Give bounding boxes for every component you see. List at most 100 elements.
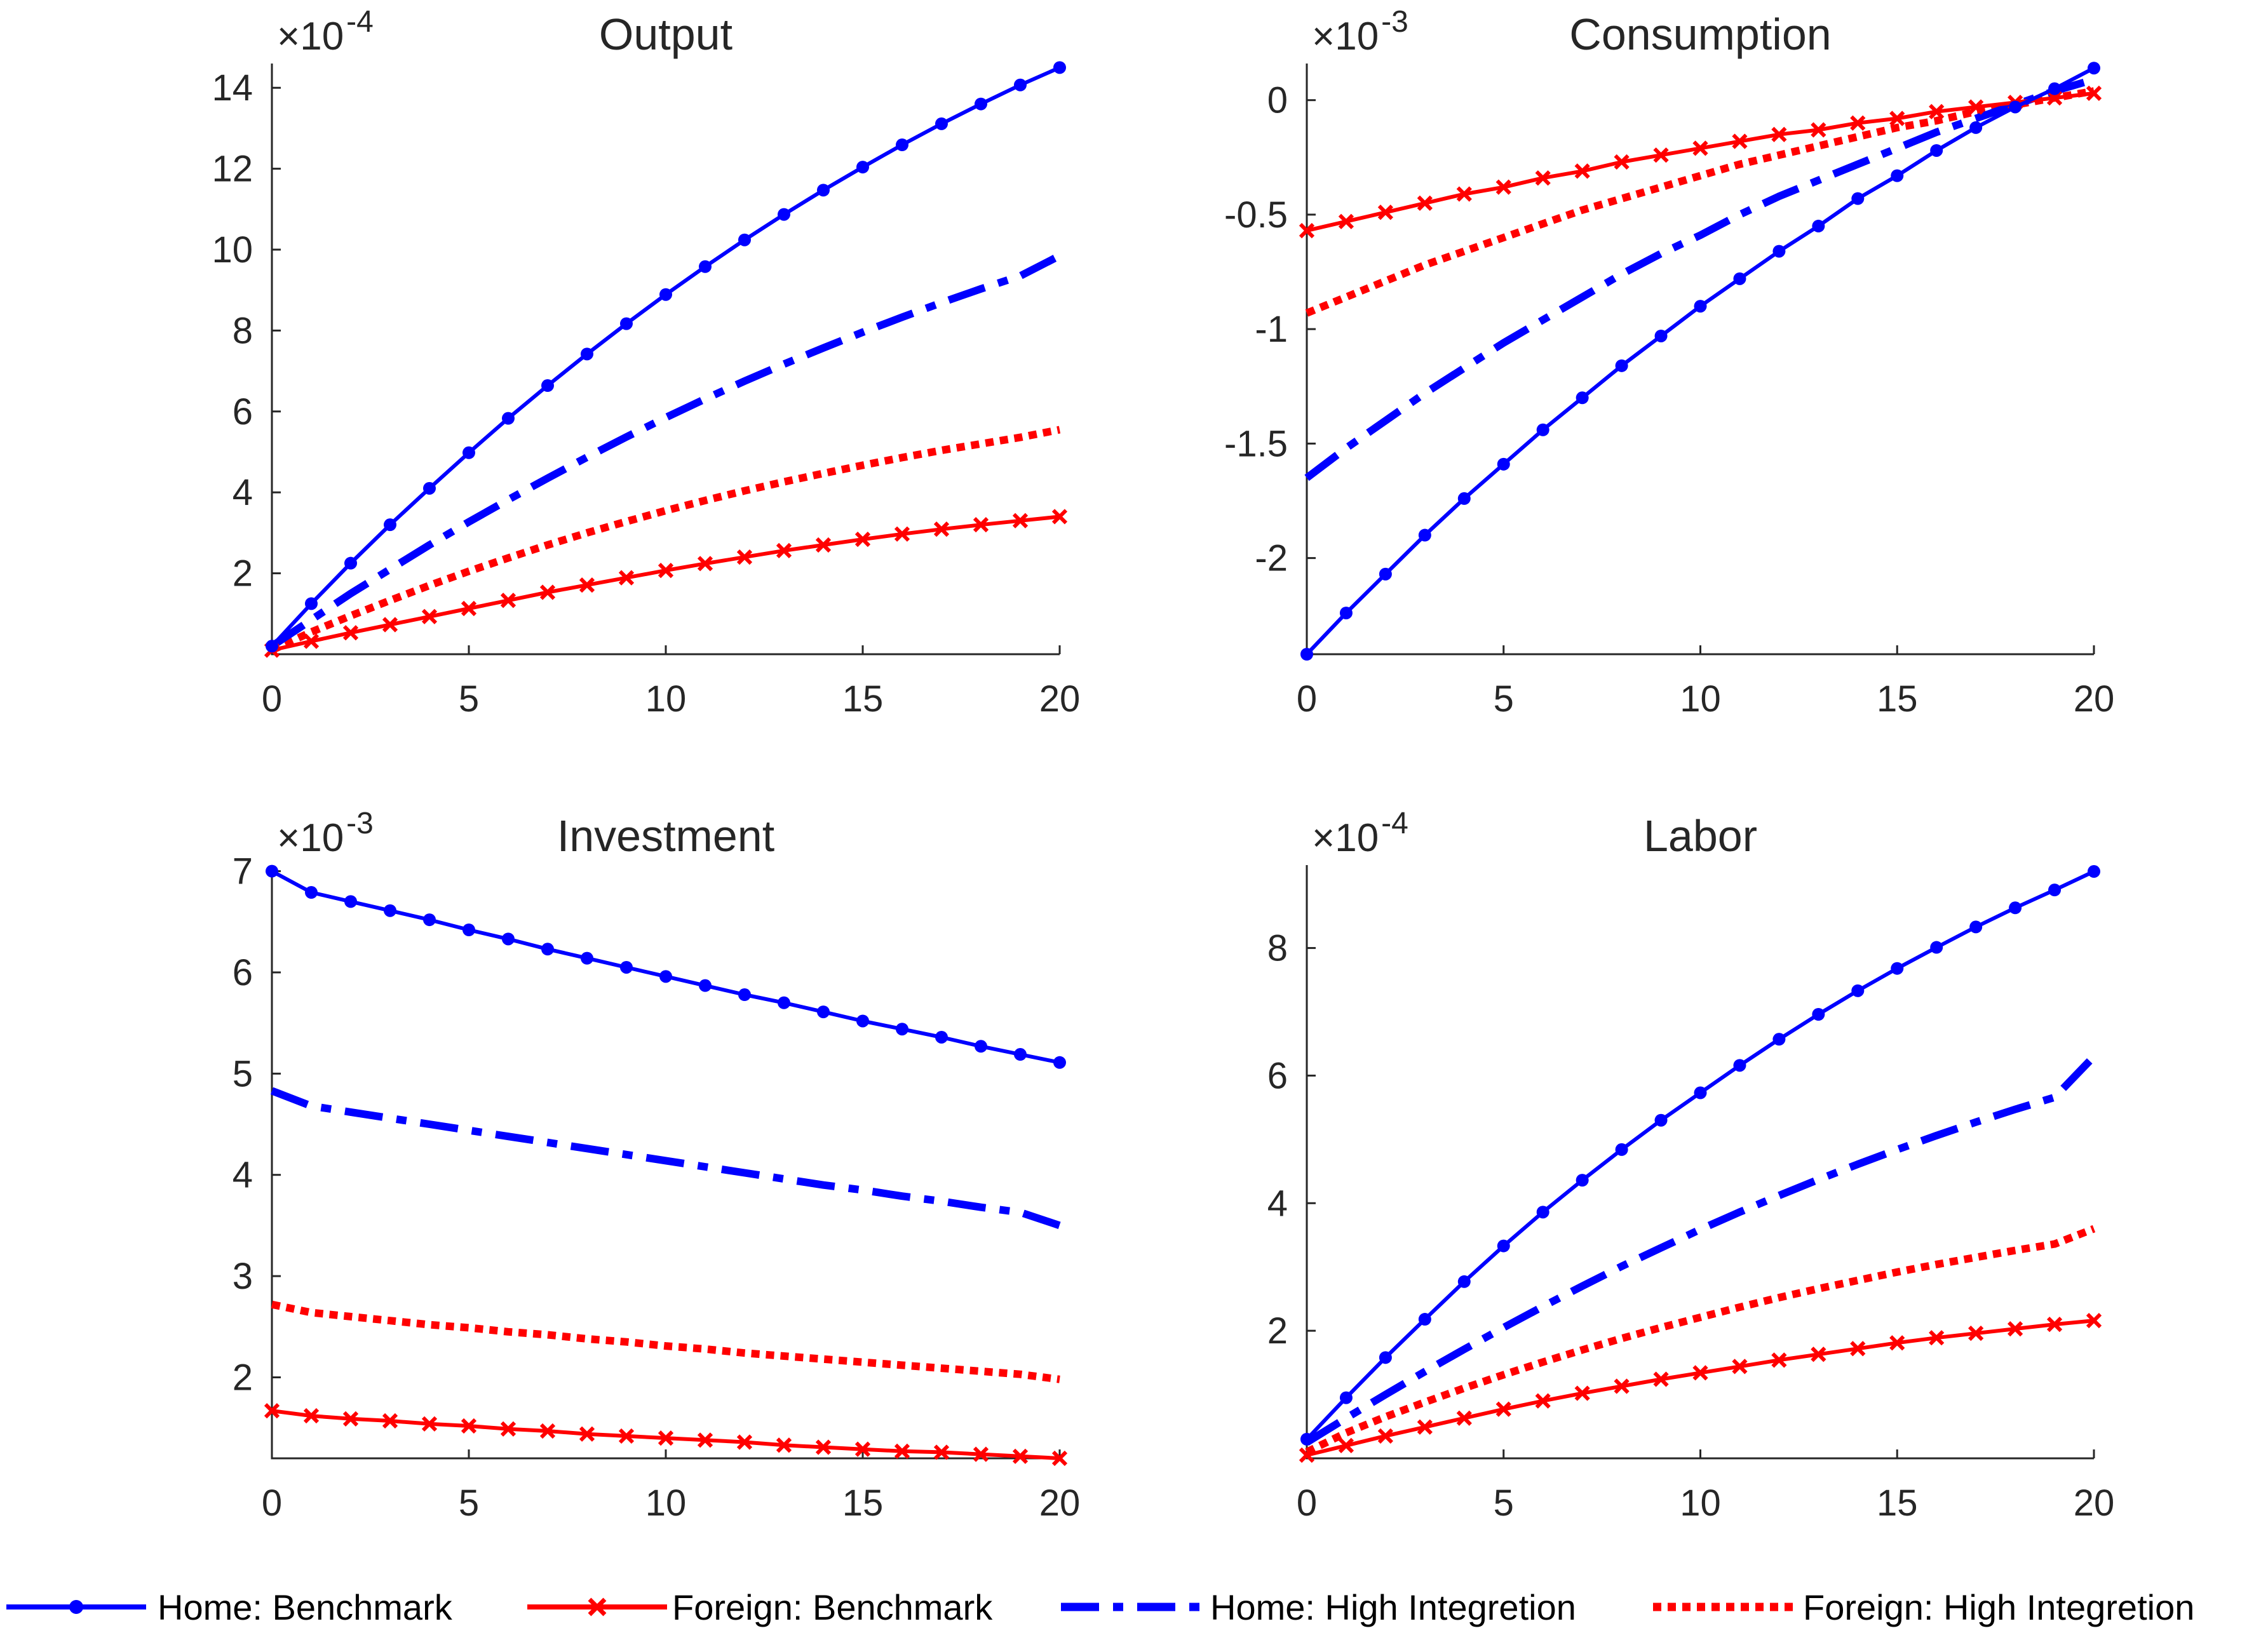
data-point	[2088, 62, 2100, 75]
series-line	[1305, 870, 2095, 1441]
y-tick-label: 6	[1267, 1055, 1288, 1096]
series-foreign-benchmark	[264, 509, 1068, 658]
data-point	[264, 1402, 280, 1419]
data-point	[1576, 391, 1589, 405]
data-point	[342, 625, 359, 641]
y-tick-label: 6	[233, 952, 253, 993]
data-point	[1339, 1391, 1353, 1404]
series-line	[1304, 1054, 2097, 1446]
data-point	[1012, 1448, 1029, 1464]
data-point	[817, 1005, 830, 1019]
data-point	[1457, 1275, 1471, 1288]
x-tick-label: 0	[1297, 678, 1317, 720]
data-point	[1811, 122, 1826, 138]
data-point	[384, 518, 396, 532]
data-point	[2048, 82, 2062, 95]
data-point	[462, 924, 475, 937]
data-point	[1732, 1359, 1748, 1374]
x-tick-label: 20	[2074, 1482, 2115, 1524]
y-tick-label: 2	[233, 1357, 253, 1398]
y-tick-label: 4	[1267, 1183, 1288, 1224]
data-point	[2088, 865, 2100, 878]
data-point	[1850, 1341, 1866, 1357]
data-point	[854, 531, 871, 548]
x-tick-label: 15	[1877, 678, 1918, 720]
data-point	[896, 138, 908, 152]
data-point	[817, 184, 830, 197]
x-tick-label: 5	[459, 1482, 479, 1524]
x-tick-label: 15	[1877, 1482, 1918, 1524]
series-home-high	[270, 1087, 1061, 1230]
data-point	[382, 1413, 398, 1429]
data-point	[658, 1430, 674, 1446]
data-point	[1692, 1365, 1708, 1381]
data-point	[500, 593, 516, 608]
data-point	[461, 600, 477, 617]
data-point	[1654, 1113, 1668, 1127]
data-point	[1299, 223, 1315, 239]
data-point	[935, 117, 948, 130]
data-point	[856, 1014, 869, 1028]
panel-labor: 0 5 10 15 20 2 4 6 8 ×10-4 Labor	[1267, 807, 2115, 1524]
data-point	[1851, 984, 1865, 997]
data-point	[1418, 528, 1431, 542]
data-point	[1053, 1056, 1066, 1069]
data-point	[1417, 1419, 1433, 1435]
panel-investment: 0 5 10 15 20 2 3 4 5 6 7 ×10-3 Investment	[233, 807, 1081, 1524]
data-point	[1338, 213, 1354, 229]
data-point	[539, 1423, 556, 1439]
x-tick-label: 20	[1039, 1482, 1081, 1524]
legend-label-foreign-benchmark: Foreign: Benchmark	[672, 1587, 993, 1627]
data-point	[303, 633, 320, 649]
panel-title: Output	[599, 10, 732, 59]
legend-label-home-benchmark: Home: Benchmark	[158, 1587, 453, 1627]
legend-label-home-high: Home: High Integretion	[1210, 1587, 1576, 1627]
x-tick-label: 10	[1680, 1482, 1721, 1524]
data-point	[659, 970, 672, 983]
y-tick-label: 10	[212, 229, 253, 271]
data-point	[382, 617, 398, 633]
y-tick-label: 14	[212, 67, 253, 109]
data-point	[1889, 111, 1905, 126]
data-point	[1012, 513, 1029, 528]
data-point	[266, 640, 278, 653]
data-point	[305, 597, 318, 610]
data-point	[1536, 1206, 1549, 1219]
data-point	[2046, 1316, 2063, 1333]
data-point	[697, 556, 713, 572]
series-home-high	[1304, 76, 2095, 481]
data-point	[1535, 170, 1551, 186]
data-point	[2048, 884, 2062, 897]
y-tick-label: 6	[233, 391, 253, 433]
y-tick-label: 5	[233, 1053, 253, 1094]
data-point	[384, 904, 396, 917]
data-point	[1771, 126, 1787, 142]
series-line	[271, 1300, 1060, 1383]
data-point	[697, 1432, 713, 1448]
series-foreign-benchmark	[1299, 1312, 2102, 1463]
series-home-high	[269, 252, 1062, 650]
y-tick-label: -2	[1255, 538, 1288, 579]
data-point	[658, 563, 674, 579]
data-point	[579, 577, 595, 593]
data-point	[1051, 1450, 1068, 1467]
data-point	[1014, 1048, 1027, 1061]
y-exponent-label: ×10-4	[277, 5, 374, 58]
data-point	[815, 537, 832, 553]
panel-consumption: 0 5 10 15 20 -2 -1.5 -1 -0.5 0 ×10-3 Consumption	[1224, 5, 2114, 720]
data-point	[1495, 1401, 1511, 1417]
y-tick-label: 2	[1267, 1310, 1288, 1352]
data-point	[620, 960, 633, 974]
data-point	[738, 233, 751, 246]
series-foreign-benchmark	[1299, 85, 2102, 239]
x-tick-label: 15	[842, 678, 884, 720]
series-foreign-benchmark	[264, 1402, 1068, 1467]
series-line	[1306, 1319, 2095, 1457]
data-point	[738, 988, 751, 1002]
data-point	[973, 1446, 989, 1462]
series-home-benchmark	[266, 864, 1066, 1069]
x-tick-label: 5	[1494, 678, 1514, 720]
data-point	[1772, 245, 1786, 258]
y-tick-label: -1	[1255, 309, 1288, 350]
